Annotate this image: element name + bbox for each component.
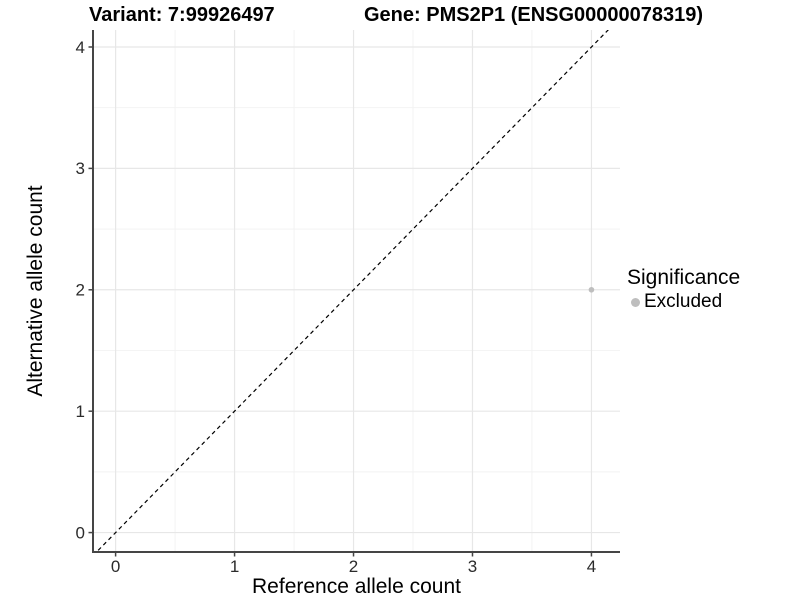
x-tick-label: 0 xyxy=(111,557,120,576)
y-tick-label: 2 xyxy=(76,281,85,300)
y-tick-label: 0 xyxy=(76,523,85,542)
y-tick-label: 1 xyxy=(76,402,85,421)
x-tick-label: 4 xyxy=(587,557,596,576)
legend-title: Significance xyxy=(627,266,741,289)
plot-title-gene: Gene: PMS2P1 (ENSG00000078319) xyxy=(364,4,704,26)
x-tick-label: 3 xyxy=(468,557,477,576)
legend: Significance Excluded xyxy=(627,266,740,313)
identity-reference-line xyxy=(95,30,609,552)
x-tick-label: 1 xyxy=(230,557,239,576)
legend-key-dot xyxy=(631,297,640,307)
legend-item-label: Excluded xyxy=(644,291,723,312)
legend-item-excluded: Excluded xyxy=(627,291,740,313)
legend-key xyxy=(627,291,644,313)
data-point xyxy=(588,286,595,293)
y-tick-label: 3 xyxy=(76,159,85,178)
x-tick-label: 2 xyxy=(349,557,358,576)
x-axis-title: Reference allele count xyxy=(252,575,461,598)
y-axis-title: Alternative allele count xyxy=(24,185,47,397)
y-tick-label: 4 xyxy=(76,38,85,57)
plot-title-variant: Variant: 7:99926497 xyxy=(89,4,275,26)
